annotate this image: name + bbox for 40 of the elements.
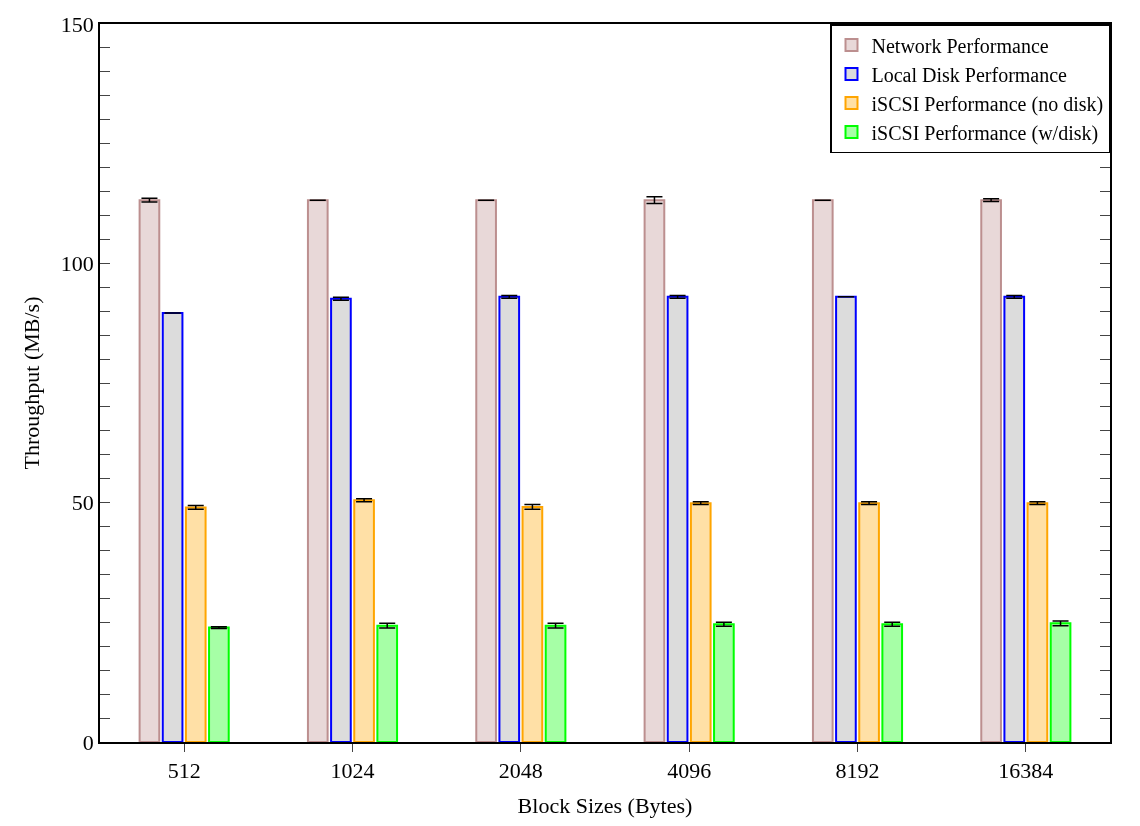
- x-axis-title: Block Sizes (Bytes): [517, 792, 693, 818]
- bar: [689, 502, 712, 742]
- bar: [498, 295, 521, 742]
- bar: [544, 624, 567, 742]
- bar: [376, 624, 399, 742]
- y-tick-label: 150: [60, 11, 94, 37]
- bar: [475, 199, 497, 742]
- bar: [1003, 295, 1026, 742]
- x-tick-label: 2048: [498, 758, 543, 784]
- bar: [811, 199, 834, 742]
- bar: [713, 623, 735, 742]
- legend-label: iSCSI Performance (no disk): [871, 92, 1104, 116]
- legend-label: Network Performance: [871, 34, 1049, 57]
- bar: [306, 199, 329, 742]
- x-tick-label: 512: [167, 758, 201, 784]
- y-axis-title: Throughput (MB/s): [19, 296, 45, 470]
- legend-label: iSCSI Performance (w/disk): [871, 121, 1099, 145]
- bar: [208, 626, 230, 742]
- bar: [1049, 622, 1072, 742]
- bar: [521, 505, 544, 742]
- bar: [353, 499, 375, 742]
- x-tick-label: 4096: [667, 758, 712, 784]
- legend-label: Local Disk Performance: [871, 63, 1068, 86]
- x-tick-label: 1024: [330, 758, 375, 784]
- y-tick-label: 50: [71, 490, 94, 516]
- bar: [161, 312, 184, 742]
- bar: [835, 295, 857, 742]
- bar: [881, 623, 904, 742]
- bar: [330, 297, 352, 742]
- y-tick-label: 100: [60, 251, 94, 277]
- bar: [980, 199, 1002, 742]
- bar: [643, 199, 666, 742]
- y-tick-label: 0: [82, 729, 94, 755]
- bar: [666, 295, 689, 742]
- x-tick-label: 8192: [835, 758, 880, 784]
- bar: [1026, 502, 1049, 742]
- bar: [184, 506, 207, 742]
- bar: [138, 199, 161, 742]
- x-tick-label: 16384: [998, 758, 1054, 784]
- bar: [858, 502, 880, 742]
